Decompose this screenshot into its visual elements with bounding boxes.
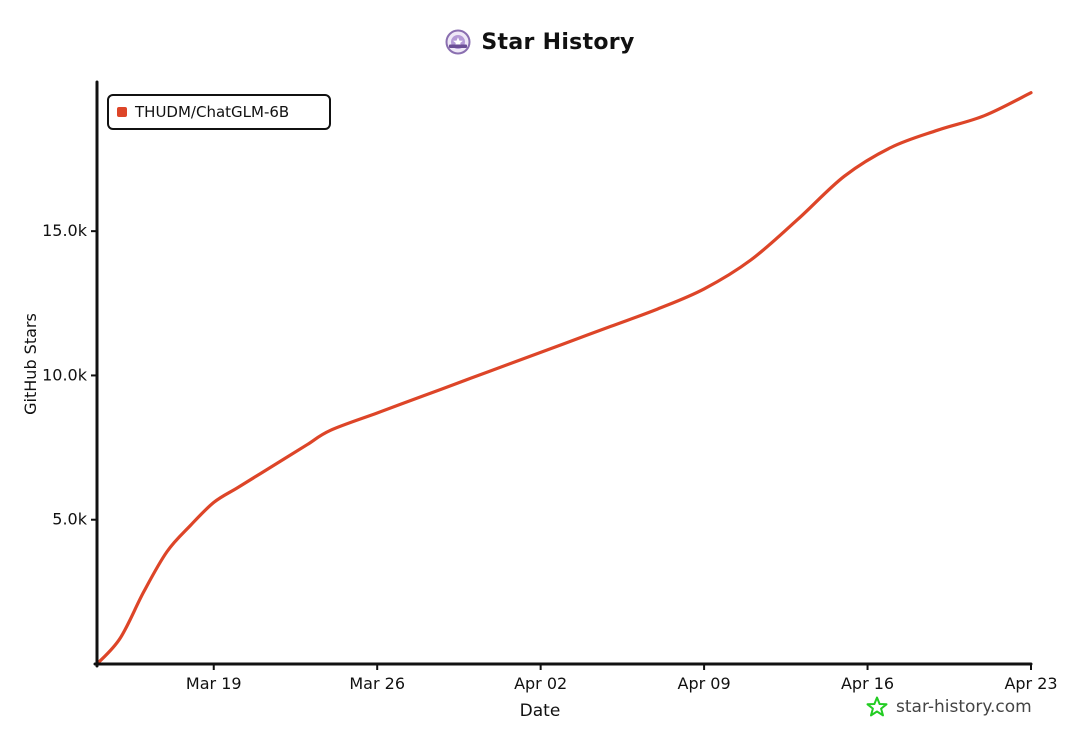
- y-axis-label: GitHub Stars: [21, 313, 40, 415]
- watermark: star-history.com: [866, 696, 1032, 718]
- x-axis-label: Date: [520, 701, 561, 721]
- watermark-text: star-history.com: [896, 697, 1032, 717]
- x-tick-label: Apr 23: [1004, 674, 1057, 693]
- y-tick-label: 15.0k: [42, 221, 88, 240]
- y-axis: 5.0k 10.0k 15.0k: [42, 80, 99, 668]
- star-history-logo-icon: [445, 29, 471, 55]
- x-tick-label: Apr 09: [678, 674, 731, 693]
- y-tick-label: 10.0k: [42, 365, 88, 384]
- y-tick-label: 5.0k: [52, 510, 87, 529]
- x-axis: Mar 19 Mar 26 Apr 02 Apr 09 Apr 16 Apr 23: [93, 662, 1058, 693]
- x-tick-label: Mar 19: [186, 674, 242, 693]
- legend: THUDM/ChatGLM-6B: [107, 94, 331, 130]
- star-outline-icon: [866, 696, 888, 717]
- legend-swatch: [117, 107, 127, 117]
- chart-title: Star History: [481, 29, 635, 55]
- x-tick-label: Mar 26: [349, 674, 405, 693]
- plot-area: [95, 91, 1033, 666]
- series-line-thudm-chatglm-6b: [95, 91, 1033, 666]
- chart-header: Star History: [0, 24, 1080, 60]
- x-tick-label: Apr 02: [514, 674, 567, 693]
- legend-label: THUDM/ChatGLM-6B: [135, 103, 290, 121]
- x-tick-label: Apr 16: [841, 674, 894, 693]
